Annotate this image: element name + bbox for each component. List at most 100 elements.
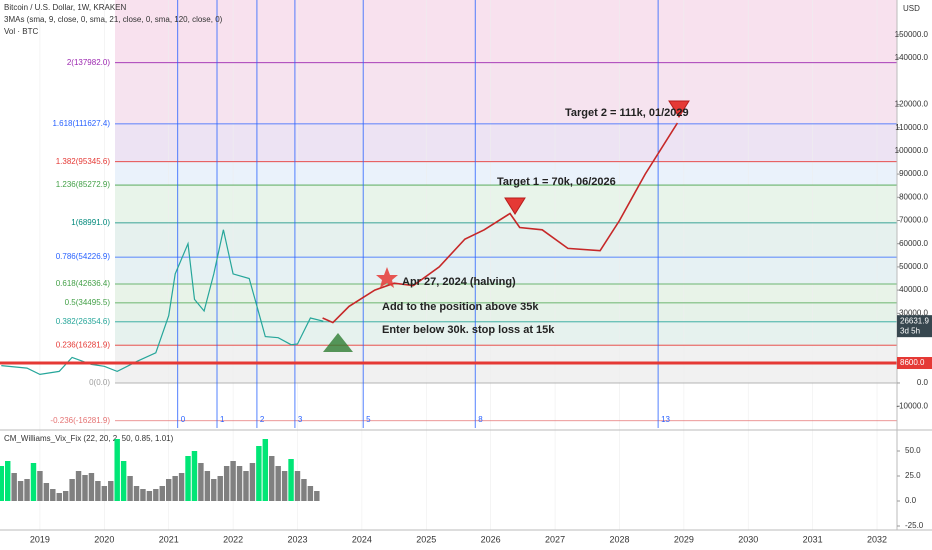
vix-bar	[120, 461, 127, 501]
y-tick-label: 140000.0	[895, 53, 929, 62]
annotation: Enter below 30k. stop loss at 15k	[382, 324, 555, 336]
time-zone-label: 8	[478, 415, 483, 424]
fib-band	[115, 321, 897, 346]
vix-bar	[204, 471, 211, 501]
fib-band	[115, 222, 897, 258]
x-tick-label: 2030	[738, 534, 758, 544]
vix-bar	[62, 491, 69, 501]
y-tick-label: 100000.0	[895, 146, 929, 155]
vix-bar	[5, 461, 11, 501]
y-tick-label: 25.0	[905, 471, 921, 480]
vix-bar	[0, 466, 5, 501]
x-tick-label: 2028	[609, 534, 629, 544]
fib-label: 1.382(95345.6)	[56, 157, 111, 166]
fib-bands	[39, 0, 897, 530]
vix-bar	[108, 481, 114, 501]
vix-bar	[82, 475, 88, 501]
vix-bar	[243, 471, 249, 501]
x-tick-label: 2020	[94, 534, 114, 544]
vix-bar	[56, 493, 62, 501]
fib-band	[115, 284, 897, 303]
fib-band	[115, 185, 897, 223]
fib-label: 0.618(42636.4)	[56, 279, 111, 288]
fib-label: 0.5(34495.5)	[65, 298, 111, 307]
fib-band	[115, 257, 897, 285]
vix-bar	[178, 473, 185, 501]
vix-title: CM_Williams_Vix_Fix (22, 20, 2, 50, 0.85…	[4, 434, 174, 443]
y-tick-label: 80000.0	[899, 192, 928, 201]
vix-bar	[191, 451, 198, 501]
fib-band	[115, 62, 897, 124]
x-tick-label: 2022	[223, 534, 243, 544]
vix-bar	[307, 486, 314, 501]
vix-bar	[249, 463, 256, 501]
vix-bar	[211, 479, 217, 501]
projection-line	[322, 122, 679, 324]
vix-bar	[294, 471, 301, 501]
annotation: Target 2 = 111k, 01/2029	[565, 107, 689, 119]
vix-bar	[17, 481, 24, 501]
vix-bar	[75, 471, 82, 501]
vix-bar	[165, 479, 172, 501]
price-tag-label: 8600.0	[900, 358, 925, 367]
vix-bar	[172, 476, 178, 501]
vix-bar	[146, 491, 153, 501]
vix-bar	[236, 466, 243, 501]
y-tick-label: 60000.0	[899, 239, 928, 248]
x-tick-label: 2031	[803, 534, 823, 544]
x-tick-label: 2026	[481, 534, 501, 544]
fib-label: 1(68991.0)	[71, 218, 110, 227]
vix-bar	[223, 466, 230, 501]
fib-label: 0.786(54226.9)	[56, 252, 111, 261]
vix-bar	[153, 489, 159, 501]
annotation: Add to the position above 35k	[382, 301, 539, 313]
time-zone-label: 0	[181, 415, 186, 424]
time-zone-label: 3	[298, 415, 303, 424]
fib-band	[115, 302, 897, 322]
vix-bar	[275, 466, 281, 501]
fib-label: -0.236(-16281.9)	[50, 416, 110, 425]
x-tick-label: 2032	[867, 534, 887, 544]
fib-label: 1.236(85272.9)	[56, 180, 111, 189]
volume-legend: Vol · BTC	[4, 27, 38, 36]
y-tick-label: 110000.0	[895, 123, 928, 132]
vix-bar	[95, 481, 101, 501]
price-tag	[897, 357, 932, 370]
vix-bar	[24, 479, 30, 501]
y-tick-label: 90000.0	[899, 169, 928, 178]
y-tick-label: 50000.0	[899, 262, 928, 271]
vix-bar	[159, 486, 165, 501]
target-marker	[668, 100, 690, 118]
countdown-label: 3d 5h	[900, 326, 920, 335]
x-tick-label: 2021	[159, 534, 179, 544]
y-tick-label: 120000.0	[895, 100, 929, 109]
vix-bar	[256, 446, 262, 501]
vix-bar	[69, 479, 75, 501]
vix-bar	[230, 461, 236, 501]
vix-bar	[288, 459, 294, 501]
vix-bar	[185, 456, 191, 501]
y-tick-label: 150000.0	[895, 30, 929, 39]
x-tick-label: 2029	[674, 534, 694, 544]
y-tick-label: -10000.0	[896, 401, 928, 410]
x-tick-label: 2019	[30, 534, 50, 544]
time-zone-label: 5	[366, 415, 371, 424]
vix-bar	[140, 489, 146, 501]
main-pane: 2(137982.0) 1.618(111627.4) 1.382(95345.6)…	[0, 0, 897, 428]
fib-band	[115, 382, 897, 421]
vix-bar	[281, 471, 288, 501]
y-tick-label: 70000.0	[899, 216, 928, 225]
fib-band	[115, 161, 897, 186]
fib-band	[115, 123, 897, 162]
x-tick-label: 2024	[352, 534, 372, 544]
x-tick-label: 2025	[416, 534, 436, 544]
y-tick-label: 50.0	[905, 446, 921, 455]
entry-marker	[323, 333, 353, 352]
vix-bar	[127, 476, 133, 501]
price-line	[1, 229, 324, 376]
vix-bar	[114, 439, 120, 501]
y-tick-label: 0.0	[917, 378, 929, 387]
x-tick-label: 2023	[287, 534, 307, 544]
annotation: Target 1 = 70k, 06/2026	[497, 176, 616, 188]
vix-bar	[262, 439, 269, 501]
